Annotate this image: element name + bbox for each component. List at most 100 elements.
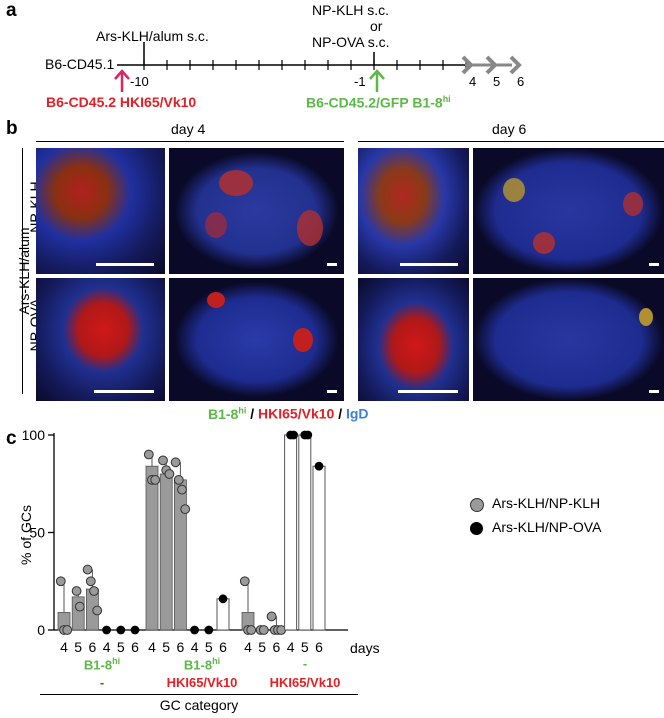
day-tick-label: 6 [89, 639, 97, 655]
transfer-green-label: B6-CD45.2/GFP B1-8hi [306, 94, 451, 111]
point-npklh [164, 469, 175, 479]
day4-rule [36, 141, 344, 142]
point-npklh [143, 449, 154, 460]
day-tick-label: 4 [60, 639, 68, 655]
point-npklh [71, 586, 82, 596]
day-tick-label: 6 [131, 639, 139, 655]
legend-label-npklh: Ars-KLH/NP-KLH [492, 495, 601, 511]
point-npova [204, 625, 214, 635]
scale-bar [400, 263, 458, 266]
micrograph-day4-npova-zoom [36, 278, 165, 401]
point-npklh [85, 576, 96, 587]
bar-npklh [145, 465, 159, 631]
day-tick-label: 6 [273, 639, 281, 655]
day-tick-label: 5 [301, 639, 309, 655]
point-npklh [177, 484, 187, 495]
point-npklh [173, 474, 184, 485]
cat1-line1: B1-8hi [83, 656, 121, 673]
mouse-label: B6-CD45.1 [45, 56, 115, 72]
day-tick-label: 4 [148, 639, 156, 655]
days-axis-label: days [350, 640, 380, 656]
day-tick-label: 4 [244, 639, 252, 655]
category-rule [40, 694, 358, 695]
point-npklh [92, 605, 103, 616]
boost-label-2: NP-OVA s.c. [312, 34, 390, 50]
tick-minus1: -1 [354, 74, 366, 89]
point-npova [102, 625, 111, 635]
point-npklh [246, 625, 257, 635]
point-npklh [74, 601, 85, 612]
micrograph-day6-npova-zoom [358, 278, 469, 401]
day4-header: day 4 [171, 121, 206, 137]
panel-c-label: c [6, 428, 17, 449]
stain-legend: B1-8hi / HKI65/Vk10 / IgD [208, 405, 369, 422]
stain-legend-red: HKI65/Vk10 [258, 405, 335, 422]
chart-xlabel: GC category [159, 697, 239, 713]
stain-legend-sep2: / [334, 405, 346, 422]
day-tick-label: 5 [162, 639, 170, 655]
legend-marker-black [470, 522, 483, 535]
point-npklh [180, 504, 191, 514]
day-tick-label: 4 [287, 639, 295, 655]
boost-label-1: NP-KLH s.c. [312, 2, 390, 18]
bar-npova [216, 598, 230, 631]
panel-a-label: a [6, 0, 17, 21]
day-tick-label: 6 [177, 639, 185, 655]
point-npova [190, 625, 200, 635]
legend-marker-grey [470, 498, 484, 512]
bar-npova [284, 434, 298, 631]
panel-b-label: b [6, 118, 18, 139]
point-npklh [158, 455, 168, 466]
y-tick-label: 100 [22, 430, 46, 443]
day-tick-label: 4 [103, 639, 111, 655]
point-npklh [82, 564, 93, 575]
point-npova [218, 594, 228, 604]
day-tick-label: 6 [315, 639, 323, 655]
y-tick-label: 50 [29, 525, 45, 541]
row-group-rule [22, 148, 23, 394]
cat3-line2: HKI65/Vk10 [269, 675, 341, 690]
day6-rule [358, 141, 664, 142]
day-tick-label: 5 [117, 639, 125, 655]
bar-npklh [159, 473, 173, 631]
prime-label: Ars-KLH/alum s.c. [96, 28, 209, 44]
transfer-green-main: B6-CD45.2/GFP B1-8 [306, 94, 443, 111]
point-npklh [89, 586, 99, 596]
bar-npova [312, 465, 326, 631]
day-tick-label: 5 [205, 639, 213, 655]
tick-day5: 5 [493, 74, 501, 89]
tick-day6: 6 [517, 74, 525, 89]
tick-day4: 4 [469, 74, 477, 89]
timeline [114, 42, 522, 92]
cat1-line2: - [99, 675, 105, 690]
stain-legend-green: B1-8hi [208, 405, 247, 422]
micrograph-day4-npklh-zoom [36, 148, 165, 274]
point-npklh [150, 474, 161, 485]
boost-label-or: or [370, 18, 383, 34]
point-npova [289, 430, 298, 440]
micrograph-day6-npklh-overview [473, 148, 664, 274]
tick-minus10: -10 [130, 74, 149, 89]
stain-legend-blue: IgD [345, 405, 369, 422]
micrograph-day6-npova-overview [473, 278, 664, 401]
point-npklh [55, 576, 66, 587]
scale-bar [649, 390, 659, 393]
cat2-line2: HKI65/Vk10 [166, 675, 238, 690]
point-npova [303, 430, 313, 440]
bar-npova [298, 434, 312, 631]
legend-label-npova: Ars-KLH/NP-OVA [492, 519, 602, 535]
point-npklh [239, 576, 250, 587]
point-npova [314, 461, 324, 471]
scale-bar [94, 390, 154, 393]
scale-bar [96, 263, 154, 266]
point-npova [130, 625, 140, 635]
day-tick-label: 4 [191, 639, 199, 655]
day-tick-label: 5 [74, 639, 82, 655]
day-tick-label: 6 [219, 639, 227, 655]
point-npklh [170, 457, 181, 468]
micrograph-day6-npklh-zoom [358, 148, 469, 274]
point-npklh [266, 611, 277, 622]
micrograph-day4-npova-overview [169, 278, 344, 401]
scale-bar [398, 390, 458, 393]
